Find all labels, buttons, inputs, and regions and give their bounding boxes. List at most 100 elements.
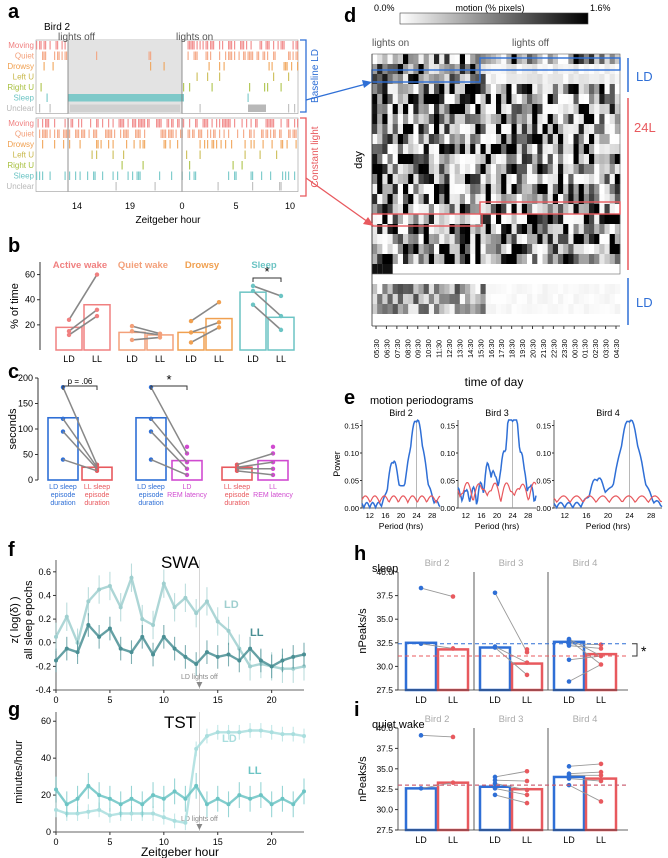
- raster-tick: [39, 129, 41, 138]
- actogram-cell: [506, 114, 512, 124]
- raster-tick: [261, 171, 263, 180]
- raster-tick: [187, 41, 189, 50]
- c-bar-label: LL sleep: [224, 484, 250, 491]
- panel-letter-b: b: [8, 235, 20, 257]
- raster-tick: [121, 119, 123, 128]
- actogram-cell: [413, 114, 419, 124]
- raster-tick: [268, 62, 270, 71]
- raster-tick: [160, 129, 162, 138]
- xtick-label: 0: [53, 695, 58, 705]
- raster-tick: [283, 41, 285, 50]
- actogram-cell: [599, 104, 605, 114]
- f-ld-label: LD: [224, 599, 239, 611]
- c-bar-label: LD sleep: [137, 484, 165, 491]
- c-pair-line: [62, 418, 98, 468]
- actogram-cell: [552, 174, 559, 184]
- raster-tick: [193, 129, 195, 138]
- actogram-cell: [403, 174, 409, 184]
- data-point: [258, 728, 263, 733]
- panel-d-ylabel: day: [353, 151, 365, 169]
- data-point: [248, 664, 253, 669]
- raster-tick: [192, 129, 194, 138]
- raster-tick: [111, 129, 113, 138]
- data-point: [161, 581, 166, 586]
- c-bar: [47, 416, 79, 481]
- bird-title: Bird 2: [425, 558, 450, 569]
- d-xtick-label: 17:30: [497, 339, 506, 358]
- actogram-cell: [475, 184, 481, 194]
- raster-tick: [240, 41, 242, 50]
- raster-tick: [120, 129, 122, 138]
- actogram-cell: [444, 154, 450, 164]
- actogram-cell: [475, 134, 481, 144]
- actogram-cell: [418, 234, 424, 244]
- actogram-cell: [614, 114, 621, 124]
- data-point: [97, 793, 102, 798]
- actogram-cell: [537, 174, 543, 184]
- actogram-cell: [521, 104, 528, 114]
- cond-label: LD: [489, 835, 501, 845]
- raster-tick: [193, 171, 195, 180]
- actogram-cell: [408, 254, 414, 264]
- pair-line: [568, 778, 602, 782]
- actogram-cell: [573, 154, 579, 164]
- actogram-cell: [403, 184, 409, 194]
- actogram-cell: [589, 154, 595, 164]
- actogram-cell: [614, 304, 621, 314]
- actogram-cell: [377, 204, 383, 214]
- actogram-cell: [594, 84, 600, 94]
- actogram-cell: [423, 114, 430, 124]
- actogram-cell: [516, 54, 523, 64]
- actogram-cell: [604, 64, 610, 74]
- actogram-cell: [397, 234, 404, 244]
- actogram-cell: [459, 114, 466, 124]
- actogram-cell: [501, 284, 507, 294]
- b-pair-line: [252, 285, 282, 297]
- b-group-title: Active wake: [53, 260, 107, 271]
- actogram-cell: [578, 74, 585, 84]
- data-point: [107, 626, 112, 631]
- actogram-cell: [599, 124, 605, 134]
- actogram-cell: [403, 144, 409, 154]
- actogram-cell: [542, 104, 548, 114]
- actogram-cell: [490, 74, 497, 84]
- actogram-cell: [496, 194, 502, 204]
- actogram-cell: [387, 104, 393, 114]
- data-point: [215, 619, 220, 624]
- data-point: [226, 628, 231, 633]
- raster-tick: [273, 51, 275, 60]
- actogram-cell: [516, 294, 523, 304]
- raster-tick: [94, 129, 96, 138]
- panel-d-lights-off: lights off: [512, 38, 549, 49]
- actogram-cell: [511, 144, 517, 154]
- actogram-cell: [444, 94, 450, 104]
- actogram-cell: [563, 134, 569, 144]
- actogram-cell: [372, 74, 378, 84]
- actogram-cell: [547, 154, 554, 164]
- point-ll: [524, 672, 530, 678]
- raster-tick: [265, 129, 267, 138]
- b-ytick-label: 20: [25, 320, 35, 330]
- raster-tick: [207, 119, 209, 128]
- actogram-cell: [418, 124, 424, 134]
- data-point: [204, 599, 209, 604]
- raster-tick: [204, 140, 206, 149]
- actogram-cell: [408, 304, 414, 314]
- e-bird-title: Bird 2: [389, 408, 413, 418]
- point-ll: [524, 660, 530, 665]
- actogram-cell: [423, 184, 430, 194]
- data-point: [64, 614, 69, 619]
- raster-tick: [243, 129, 245, 138]
- actogram-cell: [516, 154, 523, 164]
- actogram-cell: [511, 244, 517, 254]
- data-point: [118, 605, 123, 610]
- actogram-cell: [459, 104, 466, 114]
- actogram-cell: [614, 294, 621, 304]
- actogram-cell: [532, 224, 538, 234]
- actogram-cell: [614, 224, 621, 234]
- actogram-cell: [413, 304, 419, 314]
- actogram-cell: [387, 74, 393, 84]
- actogram-cell: [496, 154, 502, 164]
- data-point: [226, 802, 231, 807]
- actogram-cell: [434, 174, 440, 184]
